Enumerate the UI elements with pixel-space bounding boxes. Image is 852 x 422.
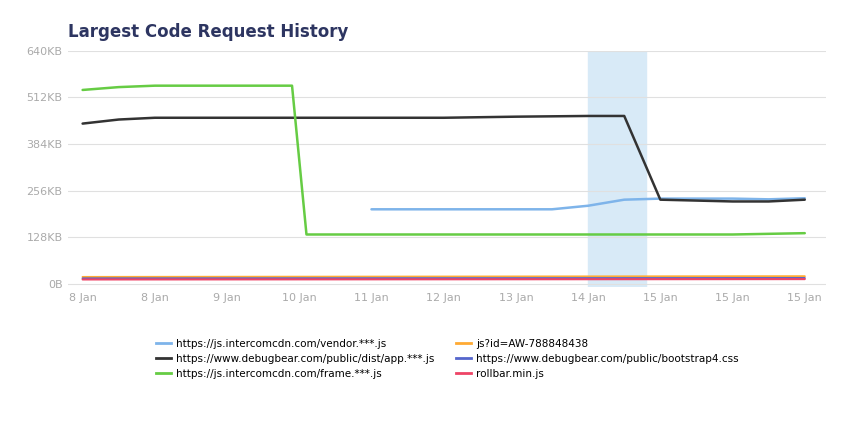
Legend: https://js.intercomcdn.com/vendor.***.js, https://www.debugbear.com/public/dist/: https://js.intercomcdn.com/vendor.***.js… bbox=[152, 335, 743, 384]
Bar bbox=[588, 51, 646, 287]
Text: Largest Code Request History: Largest Code Request History bbox=[68, 23, 348, 41]
